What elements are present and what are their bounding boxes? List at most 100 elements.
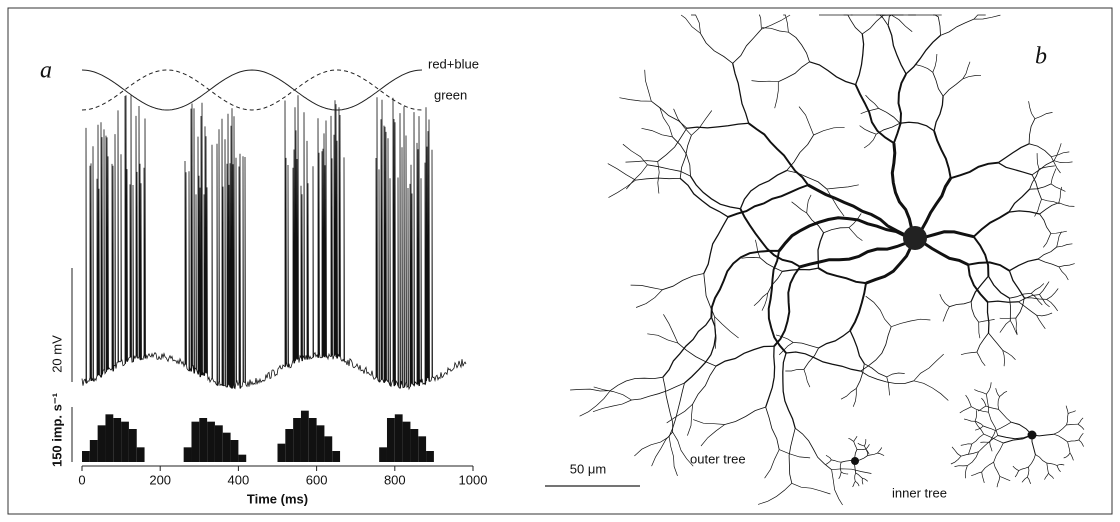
dendrite	[757, 483, 793, 505]
dendrite	[668, 436, 678, 477]
dendrite	[783, 14, 789, 33]
dendrite	[999, 476, 1011, 482]
dendrite	[739, 169, 787, 210]
dendrite	[663, 314, 679, 344]
dendrite	[942, 306, 950, 322]
bar	[97, 425, 106, 462]
dendrite	[775, 334, 794, 343]
dendrite	[915, 64, 934, 73]
dendrite	[1036, 315, 1046, 330]
dendrite	[724, 406, 766, 425]
dendrite	[818, 330, 851, 349]
dendrite	[855, 33, 865, 85]
dendrite	[865, 295, 892, 327]
drawings	[81, 14, 1085, 506]
dendrite	[1028, 454, 1036, 468]
dendrite	[700, 424, 726, 447]
dendrite	[859, 125, 877, 135]
voltage-scale-label: 20 mV	[49, 335, 64, 373]
dendrite	[933, 96, 944, 132]
bar	[386, 418, 395, 462]
dendrite	[759, 257, 783, 272]
dendrite	[839, 462, 842, 473]
dendrite	[1043, 233, 1052, 248]
dendrite	[1035, 454, 1047, 464]
dendrite	[983, 425, 996, 431]
dendrite	[668, 382, 685, 437]
dendrite	[703, 273, 715, 317]
dendrite	[976, 351, 986, 367]
dendrite	[1050, 230, 1067, 234]
bar	[136, 447, 145, 462]
dendrite	[867, 452, 878, 456]
dendrite	[666, 403, 693, 424]
dendrite	[657, 161, 660, 194]
dendrite	[864, 363, 887, 378]
dendrite	[852, 388, 857, 407]
dendrite	[999, 320, 1011, 333]
dendrite	[974, 389, 987, 395]
dendrite	[1009, 292, 1032, 299]
dendrite	[967, 443, 973, 455]
dendrite	[932, 53, 938, 73]
dendrite	[635, 177, 681, 181]
dendrite	[782, 352, 796, 429]
dendrite	[786, 351, 861, 372]
dendrite	[1058, 263, 1075, 268]
dendrite	[608, 179, 636, 198]
dendrite	[764, 449, 780, 479]
dendrite	[1046, 288, 1059, 300]
dendrite	[1039, 213, 1052, 234]
dendrite	[951, 446, 962, 457]
dendrite	[1066, 423, 1078, 426]
dendrite	[1039, 281, 1050, 295]
dendrite	[1046, 462, 1058, 466]
dendrite	[748, 122, 809, 186]
dendrite	[1024, 297, 1047, 300]
dendrite	[680, 14, 701, 34]
bar	[332, 451, 341, 462]
dendrite	[1003, 434, 1033, 444]
dendrite	[687, 404, 694, 436]
dendrite	[892, 73, 907, 144]
dendrite	[855, 363, 865, 389]
dendrite	[854, 460, 857, 473]
dendrite	[826, 188, 845, 217]
dendrite	[1058, 202, 1075, 207]
dendrite	[625, 160, 658, 163]
dendrite	[761, 14, 791, 30]
dendrite	[853, 441, 858, 450]
dendrite	[662, 377, 674, 433]
dendrite	[997, 143, 1030, 164]
dendrite	[793, 341, 819, 349]
dendrite	[791, 201, 807, 214]
dendrite	[863, 134, 877, 149]
dendrite	[657, 127, 688, 162]
dendrite	[965, 394, 972, 407]
dendrite	[997, 434, 1033, 440]
dendrite	[932, 72, 944, 97]
x-tick-label: 200	[149, 472, 171, 487]
tree-label: outer tree	[690, 451, 746, 466]
dendrite	[807, 183, 916, 240]
dendrite	[959, 406, 972, 414]
dendrite	[825, 459, 832, 465]
dendrite	[985, 405, 999, 410]
dendrite	[841, 460, 856, 463]
dendrite	[988, 332, 1004, 351]
dendrite	[860, 108, 879, 115]
dendrite	[949, 301, 972, 308]
dendrite	[933, 130, 952, 179]
dendrite	[714, 316, 717, 349]
dendrite	[1028, 118, 1036, 144]
dendrite	[997, 162, 1033, 176]
dendrite	[1031, 160, 1055, 176]
dendrite	[849, 282, 867, 332]
dendrite	[877, 447, 883, 454]
dendrite	[960, 443, 972, 446]
dendrite	[791, 482, 831, 495]
dendrite	[1058, 186, 1063, 203]
dendrite	[786, 170, 828, 190]
bar	[199, 418, 208, 462]
dendrite	[759, 14, 762, 30]
